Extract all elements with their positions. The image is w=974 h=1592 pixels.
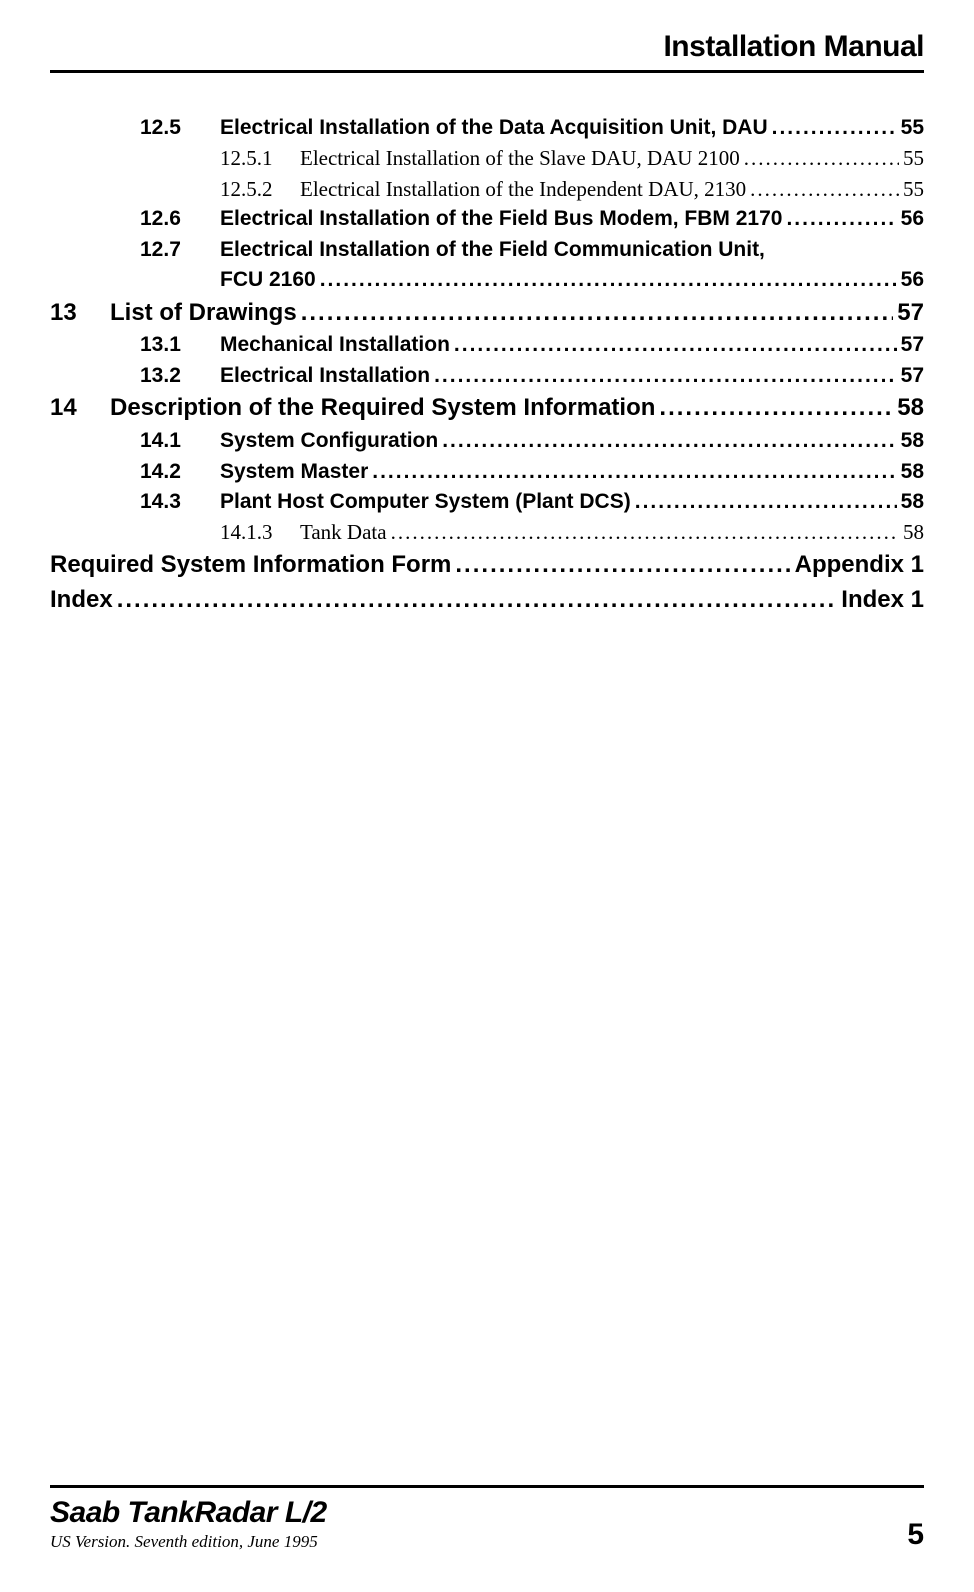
toc-page: 55 xyxy=(903,143,924,173)
toc-number: 13.2 xyxy=(140,361,220,391)
toc-page: 56 xyxy=(901,265,924,295)
toc-entry: 13 List of Drawings 57 xyxy=(50,296,924,331)
toc-page: 57 xyxy=(901,361,924,391)
toc-entry: 12.5.1 Electrical Installation of the Sl… xyxy=(50,143,924,173)
toc-title: Index xyxy=(50,583,113,618)
toc-title: Tank Data xyxy=(300,517,387,547)
toc-number: 12.7 xyxy=(140,235,220,265)
toc-page: 58 xyxy=(901,457,924,487)
toc-leader xyxy=(744,143,899,173)
toc-leader xyxy=(372,457,896,487)
toc-entry: 14.3 Plant Host Computer System (Plant D… xyxy=(50,487,924,517)
toc-number: 14 xyxy=(50,391,110,426)
toc-entry: 13.2 Electrical Installation 57 xyxy=(50,361,924,391)
toc-title: Description of the Required System Infor… xyxy=(110,391,655,426)
toc-title: List of Drawings xyxy=(110,296,297,331)
toc-page: 58 xyxy=(897,391,924,426)
toc-entry: 14.1.3 Tank Data 58 xyxy=(50,517,924,547)
toc-title: Required System Information Form xyxy=(50,548,451,583)
toc-number: 13.1 xyxy=(140,330,220,360)
table-of-contents: 12.5 Electrical Installation of the Data… xyxy=(50,113,924,617)
toc-title-cont: FCU 2160 xyxy=(220,265,316,295)
toc-page: Appendix 1 xyxy=(795,548,924,583)
toc-number: 12.5.1 xyxy=(220,143,300,173)
toc-page: Index 1 xyxy=(841,583,924,618)
toc-number: 12.5 xyxy=(140,113,220,143)
toc-page: 58 xyxy=(901,426,924,456)
toc-number: 12.5.2 xyxy=(220,174,300,204)
toc-number: 13 xyxy=(50,296,110,331)
toc-leader xyxy=(320,265,897,295)
toc-entry: 13.1 Mechanical Installation 57 xyxy=(50,330,924,360)
toc-page: 58 xyxy=(901,487,924,517)
toc-leader xyxy=(772,113,897,143)
toc-page: 57 xyxy=(901,330,924,360)
toc-title: System Configuration xyxy=(220,426,438,456)
toc-entry: 12.6 Electrical Installation of the Fiel… xyxy=(50,204,924,234)
toc-leader xyxy=(301,296,894,331)
toc-leader xyxy=(442,426,896,456)
footer-left: Saab TankRadar L/2 US Version. Seventh e… xyxy=(50,1496,327,1552)
toc-leader xyxy=(455,548,790,583)
toc-title: Electrical Installation of the Field Bus… xyxy=(220,204,782,234)
toc-title: Electrical Installation of the Independe… xyxy=(300,174,746,204)
page-footer: Saab TankRadar L/2 US Version. Seventh e… xyxy=(50,1485,924,1552)
toc-leader xyxy=(117,583,838,618)
toc-title: Electrical Installation of the Slave DAU… xyxy=(300,143,740,173)
footer-page-number: 5 xyxy=(907,1518,924,1552)
footer-edition: US Version. Seventh edition, June 1995 xyxy=(50,1532,327,1552)
toc-title: Electrical Installation xyxy=(220,361,430,391)
toc-page: 58 xyxy=(903,517,924,547)
toc-page: 55 xyxy=(901,113,924,143)
toc-title: System Master xyxy=(220,457,368,487)
toc-leader xyxy=(454,330,897,360)
toc-entry: 12.5.2 Electrical Installation of the In… xyxy=(50,174,924,204)
toc-title: Plant Host Computer System (Plant DCS) xyxy=(220,487,631,517)
toc-leader xyxy=(659,391,893,426)
toc-number: 14.1 xyxy=(140,426,220,456)
toc-leader xyxy=(635,487,897,517)
toc-entry: 14.1 System Configuration 58 xyxy=(50,426,924,456)
toc-number: 14.3 xyxy=(140,487,220,517)
toc-leader xyxy=(391,517,899,547)
toc-title: Mechanical Installation xyxy=(220,330,450,360)
toc-page: 55 xyxy=(903,174,924,204)
header-title: Installation Manual xyxy=(50,30,924,64)
toc-entry: Required System Information Form Appendi… xyxy=(50,548,924,583)
toc-entry: 14.2 System Master 58 xyxy=(50,457,924,487)
toc-leader xyxy=(434,361,897,391)
footer-brand: Saab TankRadar L/2 xyxy=(50,1496,327,1530)
toc-leader xyxy=(750,174,899,204)
toc-entry: 12.5 Electrical Installation of the Data… xyxy=(50,113,924,143)
toc-leader xyxy=(786,204,896,234)
toc-number: 14.1.3 xyxy=(220,517,300,547)
page-header: Installation Manual xyxy=(50,30,924,73)
toc-title: Electrical Installation of the Data Acqu… xyxy=(220,113,768,143)
toc-entry: 14 Description of the Required System In… xyxy=(50,391,924,426)
toc-number: 14.2 xyxy=(140,457,220,487)
toc-page: 57 xyxy=(897,296,924,331)
toc-number: 12.6 xyxy=(140,204,220,234)
toc-title: Electrical Installation of the Field Com… xyxy=(220,235,765,265)
toc-page: 56 xyxy=(901,204,924,234)
toc-entry: Index Index 1 xyxy=(50,583,924,618)
toc-entry: 12.7 Electrical Installation of the Fiel… xyxy=(50,235,924,296)
